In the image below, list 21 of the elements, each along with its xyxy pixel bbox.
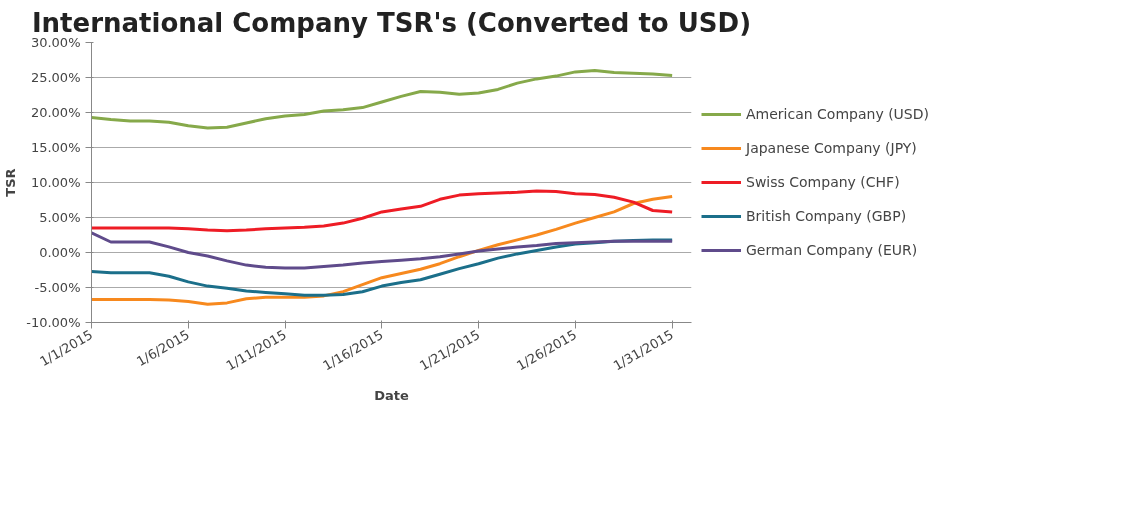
- y-tick-label: 10.00%: [30, 175, 81, 190]
- y-tick-label: 0.00%: [39, 245, 81, 260]
- y-tick-label: -10.00%: [26, 315, 81, 330]
- y-axis-title: TSR: [3, 168, 19, 197]
- legend-label: German Company (EUR): [746, 242, 918, 258]
- legend-label: British Company (GBP): [746, 208, 907, 224]
- y-tick-label: 20.00%: [30, 105, 81, 120]
- y-tick-label: 25.00%: [30, 70, 81, 85]
- line-series: [91, 231, 674, 270]
- legend-label: American Company (USD): [746, 106, 929, 122]
- line-series: [91, 69, 674, 130]
- line-series: [91, 189, 674, 233]
- y-tick-label: 30.00%: [30, 35, 81, 50]
- y-tick-label: 15.00%: [30, 140, 81, 155]
- y-tick-label: 5.00%: [39, 210, 81, 225]
- x-axis-title: Date: [374, 387, 409, 403]
- legend-label: Swiss Company (CHF): [746, 174, 900, 190]
- line-series: [91, 195, 674, 306]
- y-tick-label: -5.00%: [34, 280, 81, 295]
- legend-label: Japanese Company (JPY): [746, 140, 917, 156]
- chart-title: International Company TSR's (Converted to USD): [31, 7, 752, 38]
